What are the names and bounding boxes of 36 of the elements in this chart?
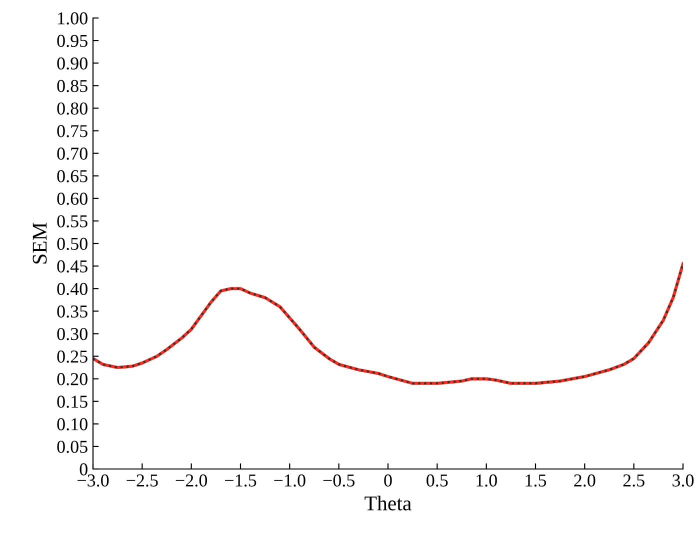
y-tick-label: 0.30 [57,328,88,340]
y-tick-label: 0.15 [57,396,88,408]
x-tick-label: 0.5 [426,474,448,487]
y-tick-label: 0.95 [57,34,88,48]
y-tick-label: 0.75 [57,125,88,138]
y-tick-label: 0.60 [57,192,88,205]
y-tick-label: 0.40 [57,282,88,296]
x-tick-label: −1.5 [225,474,256,487]
x-tick-label: −2.0 [176,474,208,487]
y-tick-label: 0.05 [57,440,88,453]
y-tick-label: 0.35 [57,305,88,318]
x-tick-label: −0.5 [323,474,355,487]
y-tick-label: 0.20 [57,373,88,386]
y-tick-label: 0.45 [57,260,88,273]
x-tick-label: −2.5 [126,474,158,487]
x-tick-label: −3.0 [78,474,109,487]
y-tick-label: 0.70 [57,148,88,160]
x-tick-label: 2.5 [623,474,644,487]
y-tick-label: 1.00 [58,12,88,25]
x-tick-label: 1.0 [476,474,497,487]
x-tick-label: 3.0 [672,474,694,487]
y-tick-label: 0 [80,463,88,476]
x-tick-label: 1.5 [526,474,546,487]
y-tick-label: 0.65 [57,170,88,182]
x-axis-title: Theta [364,496,412,510]
y-tick-label: 0.50 [57,238,88,250]
y-tick-label: 0.25 [57,350,88,363]
x-tick-label: −1.0 [274,474,306,487]
y-tick-label: 0.55 [57,215,88,228]
y-tick-label: 0.90 [57,57,88,70]
x-tick-label: 2.0 [574,474,596,487]
y-tick-label: 0.85 [57,80,88,92]
y-tick-label: 0.10 [57,418,88,430]
y-tick-label: 0.80 [57,102,88,115]
y-axis-title: SEM [32,222,47,264]
x-tick-label: 0 [384,474,392,487]
